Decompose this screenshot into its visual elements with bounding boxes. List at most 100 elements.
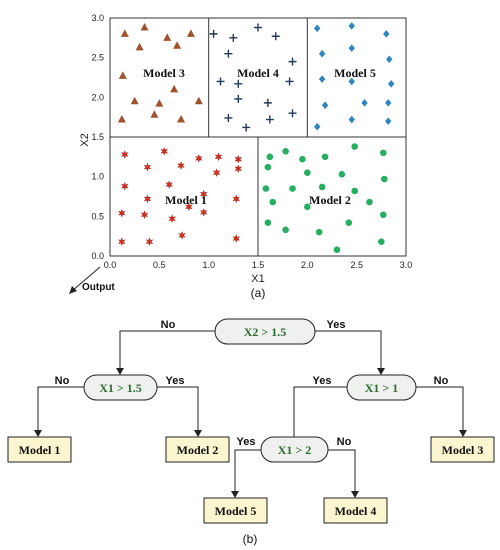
circle-marker [304,203,311,211]
circle-marker [282,226,289,234]
cross-marker [229,33,238,42]
diamond-marker [321,101,329,110]
decision-tree [37,330,464,494]
x-tick-label: 0.5 [153,260,166,270]
arrowhead [459,430,467,437]
circle-marker [266,153,274,161]
star-marker [143,162,152,172]
diamond-marker [318,49,326,58]
cross-marker [242,123,251,132]
circle-marker [338,170,346,178]
leaf-model1-label: Model 1 [19,443,61,457]
edge-label-no: No [55,375,70,387]
inner-condition: X1 > 2 [278,443,312,457]
diamond-marker [348,77,355,86]
leaf-model2-label: Model 2 [177,443,219,457]
triangle-marker [150,110,159,118]
edge-inner-no [328,449,356,494]
cross-marker [224,49,233,58]
arrowhead [34,430,42,437]
diamond-marker [314,122,321,131]
edge-label-yes: Yes [327,319,346,331]
star-marker [143,194,152,204]
star-marker [234,154,243,164]
region-label-model3: Model 3 [143,66,185,80]
cross-marker [234,94,243,103]
triangle-marker [163,33,172,41]
arrowhead [194,430,202,437]
left-condition: X1 > 1.5 [99,381,142,395]
y-tick-label: 1.0 [91,172,104,182]
triangle-marker [120,29,129,37]
diamond-marker [348,22,355,30]
circle-marker [269,198,277,206]
diamond-marker [385,99,392,107]
star-marker [214,152,223,162]
triangle-marker [173,41,182,49]
output-arrowhead [69,286,77,294]
markers [117,22,395,253]
circle-marker [333,246,341,253]
edge-label-yes: Yes [313,375,332,387]
region-label-model2: Model 2 [309,193,351,207]
y-axis-label: X2 [79,133,91,146]
circle-marker [282,147,289,155]
leaf-model5-label: Model 5 [215,504,257,518]
output-label: Output [82,282,115,293]
cross-marker [209,29,218,38]
circle-marker [315,228,323,236]
edge-left-yes [157,386,199,433]
leaf-model2 [165,436,230,463]
edge-root-no [119,330,215,368]
edge-left-no [37,386,84,433]
root-condition: X2 > 1.5 [244,325,287,339]
x-ticks: 0.0 0.5 1.0 1.5 2.0 2.5 3.0 [104,260,413,270]
output-arrow [71,266,101,292]
circle-marker [380,211,387,219]
edge-label-no: No [337,436,352,448]
star-marker [140,210,149,220]
circle-marker [262,185,270,192]
cross-marker [285,77,294,86]
leaf-model3 [430,436,495,463]
y-tick-label: 3.0 [91,13,104,23]
tree-conditions: X2 > 1.5 X1 > 1.5 X1 > 1 X1 > 2 [83,318,417,463]
circle-marker [321,153,329,161]
edge-label-yes: Yes [237,436,256,448]
circle-marker [380,149,387,157]
leaf-model4 [323,497,388,524]
triangle-marker [177,115,186,123]
cross-marker [234,79,243,88]
triangle-marker [194,96,203,105]
caption-a: (a) [251,286,266,300]
x-tick-label: 1.5 [252,260,265,270]
leaf-model4-label: Model 4 [335,504,377,518]
triangle-marker [117,115,126,123]
diamond-marker [388,80,395,88]
edge-inner-yes [234,449,261,494]
circle-marker [378,238,385,246]
diamond-marker [383,30,390,38]
edge-root-yes [315,330,382,368]
edge-label-yes: Yes [166,375,185,387]
edge-label-no: No [161,319,176,331]
diamond-marker [348,115,355,124]
star-marker [168,214,176,224]
x-tick-label: 0.0 [104,260,117,270]
x-axis-label: X1 [251,273,264,285]
cross-marker [288,109,297,118]
edge-label-no: No [434,375,449,387]
caption-b: (b) [243,532,258,546]
cross-marker [254,23,262,32]
star-marker [121,181,129,191]
diamond-marker [385,117,392,125]
star-marker [178,231,186,240]
cross-marker [216,77,225,86]
star-marker [195,154,203,163]
leaf-model1 [7,436,72,463]
circle-marker [380,175,388,183]
circle-marker [318,183,326,191]
star-marker [185,202,193,212]
leaf-model5 [203,497,268,524]
region-label-model5: Model 5 [334,66,376,80]
